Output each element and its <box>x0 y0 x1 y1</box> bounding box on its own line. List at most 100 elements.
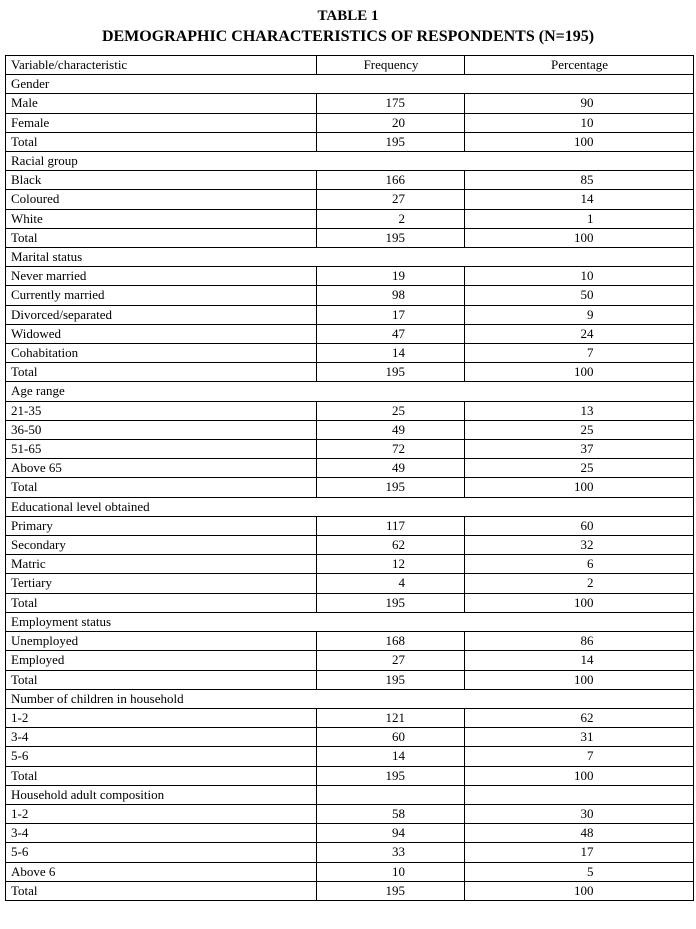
table-row: Total 195 100 <box>5 765 694 786</box>
table-row: Coloured 27 14 <box>5 189 694 210</box>
percentage-cell: 100 <box>464 131 694 153</box>
row-label-cell: Matric <box>5 554 317 575</box>
percentage-cell-value: 62 <box>580 709 594 725</box>
percentage-cell: 17 <box>464 842 694 863</box>
row-label-cell: Currently married <box>5 285 317 306</box>
header-percentage: Percentage <box>464 54 694 76</box>
frequency-cell: 27 <box>316 650 465 671</box>
row-label-cell: Cohabitation <box>5 343 317 364</box>
section-header-row: Age range <box>5 381 694 402</box>
frequency-cell-value: 47 <box>392 325 405 341</box>
table-row: Unemployed 168 86 <box>5 631 694 652</box>
frequency-cell: 117 <box>316 515 465 537</box>
frequency-cell-value: 175 <box>385 95 406 111</box>
row-label-cell: Coloured <box>5 189 317 210</box>
frequency-cell-value: 195 <box>385 767 406 783</box>
row-label-cell: 51-65 <box>5 439 317 460</box>
frequency-cell: 195 <box>316 362 465 383</box>
percentage-cell-value: 100 <box>574 594 594 610</box>
header-frequency: Frequency <box>316 54 465 76</box>
percentage-cell-value: 10 <box>580 114 594 130</box>
frequency-cell: 49 <box>316 458 465 479</box>
percentage-cell: 100 <box>464 765 694 786</box>
frequency-cell-value: 14 <box>392 748 405 764</box>
percentage-cell-value: 100 <box>574 133 594 149</box>
percentage-cell-value: 100 <box>574 671 594 687</box>
frequency-cell: 195 <box>316 880 465 901</box>
frequency-cell-value: 20 <box>392 114 405 130</box>
row-label-cell: Black <box>5 170 317 191</box>
percentage-cell: 85 <box>464 170 694 191</box>
percentage-cell: 100 <box>464 592 694 613</box>
percentage-cell <box>464 784 694 805</box>
frequency-cell-value: 33 <box>392 844 405 860</box>
percentage-cell: 25 <box>464 419 694 441</box>
table-row: Black 166 85 <box>5 170 694 191</box>
percentage-cell: 30 <box>464 803 694 825</box>
frequency-cell: 62 <box>316 535 465 556</box>
frequency-cell-value: 49 <box>392 421 405 437</box>
frequency-cell: 25 <box>316 400 465 421</box>
percentage-cell-value: 1 <box>587 210 594 226</box>
frequency-cell: 47 <box>316 323 465 345</box>
frequency-cell: 60 <box>316 727 465 748</box>
percentage-cell-value: 100 <box>574 479 594 495</box>
percentage-cell-value: 7 <box>587 748 594 764</box>
row-label-cell: Total <box>5 131 317 153</box>
frequency-cell: 58 <box>316 803 465 825</box>
percentage-cell-value: 30 <box>580 805 594 821</box>
frequency-cell: 12 <box>316 554 465 575</box>
table-row: 1-2 58 30 <box>5 803 694 825</box>
row-label-cell: Total <box>5 227 317 249</box>
percentage-cell: 14 <box>464 650 694 671</box>
percentage-cell-value: 48 <box>580 825 594 841</box>
frequency-cell-value: 27 <box>392 652 405 668</box>
percentage-cell: 10 <box>464 266 694 287</box>
section-label: Household adult composition <box>5 784 317 805</box>
table-row: Female 20 10 <box>5 112 694 133</box>
row-label-cell: Total <box>5 592 317 613</box>
percentage-cell: 62 <box>464 707 694 729</box>
row-label-cell: Male <box>5 93 317 114</box>
frequency-cell-value: 49 <box>392 460 405 476</box>
table-row: 1-2 121 62 <box>5 707 694 729</box>
table-row: Divorced/separated 17 9 <box>5 304 694 325</box>
percentage-cell-value: 14 <box>580 191 594 207</box>
frequency-cell: 2 <box>316 208 465 229</box>
table-row: White 2 1 <box>5 208 694 229</box>
percentage-cell: 7 <box>464 343 694 364</box>
frequency-cell: 121 <box>316 707 465 729</box>
percentage-cell: 10 <box>464 112 694 133</box>
section-label: Racial group <box>5 151 694 172</box>
frequency-cell-value: 2 <box>398 210 406 226</box>
table-row: Matric 12 6 <box>5 554 694 575</box>
table-row: Male 175 90 <box>5 93 694 114</box>
row-label-cell: 3-4 <box>5 823 317 844</box>
percentage-cell-value: 37 <box>580 441 594 457</box>
table-body: Gender Male 175 90 Female 20 10 Total 195 100 Raci… <box>5 74 694 901</box>
percentage-cell-value: 100 <box>574 767 594 783</box>
frequency-cell-value: 195 <box>385 364 406 380</box>
table-row: Never married 19 10 <box>5 266 694 287</box>
row-label-cell: Never married <box>5 266 317 287</box>
percentage-cell-value: 100 <box>574 364 594 380</box>
row-label-cell: Tertiary <box>5 573 317 594</box>
percentage-cell: 37 <box>464 439 694 460</box>
table-row: Total 195 100 <box>5 592 694 613</box>
frequency-cell: 72 <box>316 439 465 460</box>
table-row: Total 195 100 <box>5 227 694 249</box>
percentage-cell-value: 86 <box>580 633 594 649</box>
percentage-cell-value: 13 <box>580 402 594 418</box>
table-row: Total 195 100 <box>5 880 694 901</box>
frequency-cell: 4 <box>316 573 465 594</box>
frequency-cell: 49 <box>316 419 465 441</box>
table-row: Total 195 100 <box>5 362 694 383</box>
frequency-cell-value: 72 <box>392 441 405 457</box>
document-page: TABLE 1 DEMOGRAPHIC CHARACTERISTICS OF R… <box>5 8 694 901</box>
section-label: Employment status <box>5 611 694 633</box>
frequency-cell-value: 27 <box>392 191 405 207</box>
frequency-cell: 195 <box>316 592 465 613</box>
percentage-cell-value: 100 <box>574 229 594 245</box>
frequency-cell: 33 <box>316 842 465 863</box>
row-label-cell: Total <box>5 362 317 383</box>
